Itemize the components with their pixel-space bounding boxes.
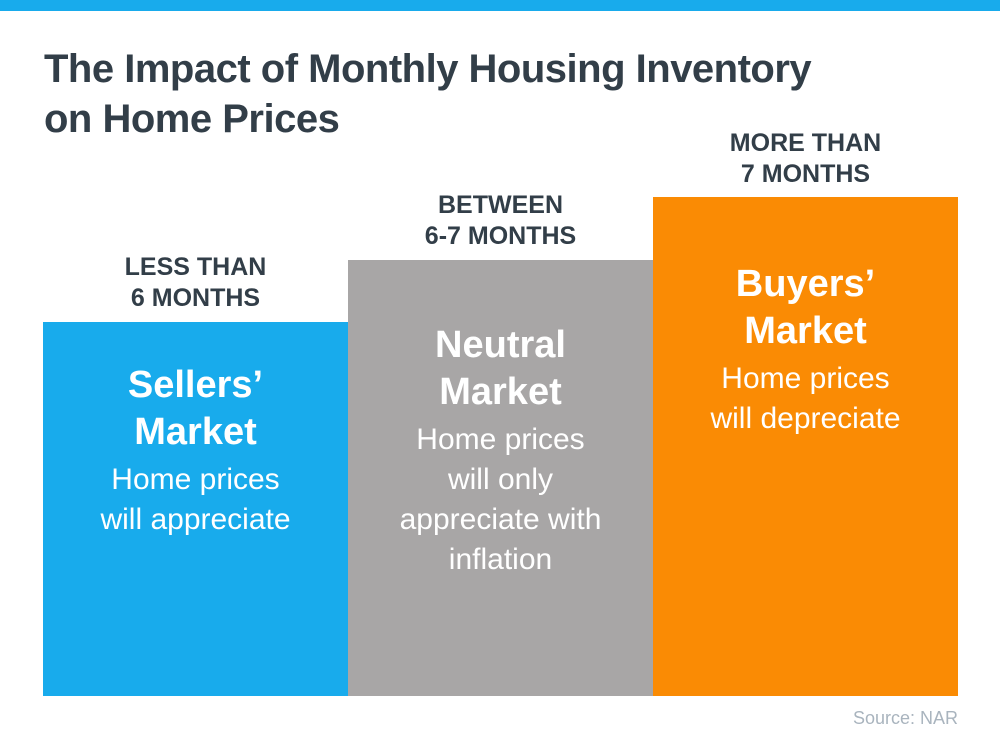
- category-label-more-than-7-months: MORE THAN 7 MONTHS: [729, 129, 882, 188]
- bar-market-name-neutral: Neutral Market: [435, 324, 566, 413]
- page-title: The Impact of Monthly Housing Inventory …: [44, 47, 812, 141]
- category-label-between-6-7-months: BETWEEN 6-7 MONTHS: [424, 191, 577, 250]
- bar-buyers-market: Buyers’ Market Home prices will deprecia…: [653, 197, 958, 696]
- source-note: Source: NAR: [852, 708, 958, 728]
- bar-market-name-sellers: Sellers’ Market: [127, 364, 264, 453]
- category-label-less-than-6-months: LESS THAN 6 MONTHS: [124, 253, 267, 312]
- bar-market-effect-sellers: Home prices will appreciate: [100, 463, 291, 536]
- bar-market-effect-buyers: Home prices will depreciate: [710, 362, 901, 435]
- bar-market-name-buyers: Buyers’ Market: [735, 263, 876, 352]
- bar-market-effect-neutral: Home prices will only appreciate with in…: [399, 423, 602, 576]
- bar-sellers-market: Sellers’ Market Home prices will appreci…: [43, 322, 348, 696]
- accent-top-bar: [0, 0, 1000, 11]
- bar-neutral-market: Neutral Market Home prices will only app…: [348, 260, 653, 696]
